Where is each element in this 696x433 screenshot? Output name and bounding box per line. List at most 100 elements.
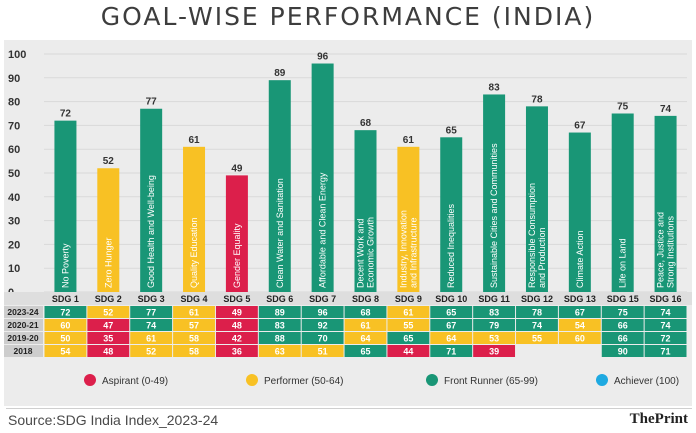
category-label: SDG 4 [181,294,208,304]
table-year-label: 2023-24 [7,307,38,317]
table-cell-value: 36 [232,347,242,357]
table-cell [215,319,258,331]
table-cell [173,306,215,318]
table-cell [516,306,558,318]
bar [54,120,77,292]
goal-name-label: Reduced Inequalities [446,203,456,288]
y-tick-label: 10 [8,263,20,275]
goal-name-label: and Production [537,227,547,288]
y-tick-label: 30 [8,216,20,228]
table-row-header [4,306,43,318]
table-cell-value: 58 [189,347,199,357]
table-cell [387,345,430,357]
table-cell-value: 49 [232,308,242,318]
table-cell-value: 55 [403,321,413,331]
table-cell [644,332,687,344]
goal-name-label: Good Health and Well-being [146,175,156,288]
table-cell-value: 63 [275,347,285,357]
category-strip [4,292,692,305]
table-cell-value: 50 [60,334,70,344]
data-label: 67 [574,121,586,132]
legend-label: Performer (50-64) [264,376,343,387]
table-cell-value: 51 [318,347,328,357]
legend-swatch [246,374,258,386]
table-cell-value: 75 [618,308,628,318]
goal-name-label: Decent Work and [356,219,366,288]
footer: Source:SDG India Index_2023-24 ThePrint [6,408,692,433]
table-cell-value: 61 [403,308,413,318]
table-cell [558,306,601,318]
table-cell [601,306,644,318]
bar [611,113,634,292]
data-label: 49 [231,163,243,174]
table-cell-value: 42 [232,334,242,344]
category-label: SDG 1 [52,294,79,304]
legend-swatch [596,374,608,386]
bar [140,108,163,293]
data-label: 74 [660,104,672,115]
table-cell-value: 52 [146,347,156,357]
legend-swatch [84,374,96,386]
category-label: SDG 7 [309,294,336,304]
y-tick-label: 90 [8,73,20,85]
table-cell-value: 83 [275,321,285,331]
data-label: 68 [360,118,372,129]
table-cell-value: 54 [60,347,70,357]
bar [568,132,591,292]
table-row-header [4,345,43,357]
bar [183,146,206,292]
table-cell [301,332,344,344]
table-cell-value: 64 [446,334,456,344]
table-cell-value: 72 [661,334,671,344]
table-cell-value: 72 [60,308,70,318]
table-year-label: 2020-21 [7,320,38,330]
data-label: 78 [531,94,543,105]
table-cell-value: 65 [446,308,456,318]
table-cell-value: 92 [318,321,328,331]
goal-name-label: and Infrastructure [408,217,418,288]
table-cell [301,345,344,357]
category-label: SDG 10 [435,294,467,304]
data-label: 89 [274,68,286,79]
category-label: SDG 12 [521,294,553,304]
goal-name-label: No Poverty [60,243,70,288]
table-cell [44,306,87,318]
table-cell [430,319,473,331]
table-row-header [4,319,43,331]
table-cell [516,332,558,344]
y-tick-label: 70 [8,120,20,132]
table-cell [87,345,130,357]
y-tick-label: 60 [8,144,20,156]
data-label: 65 [446,125,458,136]
table-cell [344,332,387,344]
table-cell-value: 65 [403,334,413,344]
brand-logo: ThePrint [629,411,688,427]
table-cell-value: 66 [618,334,628,344]
table-cell-value: 96 [318,308,328,318]
table-cell-value: 70 [318,334,328,344]
goal-name-label: Gender Equality [232,223,242,288]
table-cell [173,319,215,331]
table-cell [301,306,344,318]
table-cell-value: 39 [489,347,499,357]
table-cell [173,345,215,357]
table-cell [644,306,687,318]
table-cell [215,306,258,318]
bar [268,80,291,293]
category-label: SDG 3 [138,294,165,304]
table-cell [387,306,430,318]
table-cell-value: 71 [661,347,671,357]
table-cell [301,319,344,331]
table-cell [87,306,130,318]
table-cell [473,306,516,318]
table-cell [130,332,173,344]
y-tick-label: 40 [8,192,20,204]
data-label: 72 [60,109,72,120]
table-cell-value: 77 [146,308,156,318]
bar [483,94,506,293]
legend-swatch [426,374,438,386]
bar [354,130,377,292]
y-tick-label: 80 [8,97,20,109]
legend-label: Front Runner (65-99) [444,376,538,387]
chart-title: GOAL-WISE PERFORMANCE (INDIA) [100,2,596,31]
